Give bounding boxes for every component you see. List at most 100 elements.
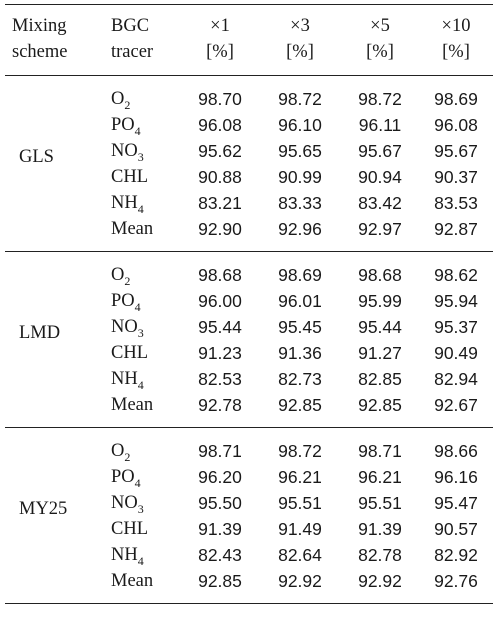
value-cell: 83.42 bbox=[358, 193, 402, 213]
scheme-group: GLS O2 98.70 98.72 98.72 98.69 PO4 96.08 96.10 96… bbox=[5, 76, 493, 251]
tracer-name: O2 bbox=[111, 86, 130, 113]
tracer-base: NH bbox=[111, 545, 138, 565]
tracer-name: CHL bbox=[111, 516, 148, 542]
value-cell: 95.62 bbox=[198, 141, 242, 161]
tracer-base: CHL bbox=[111, 519, 148, 539]
tracer-subscript: 4 bbox=[134, 124, 141, 138]
value-cell: 91.49 bbox=[278, 519, 322, 539]
value-cell: 98.71 bbox=[358, 441, 402, 461]
value-cell: 96.21 bbox=[278, 467, 322, 487]
table-row: CHL 91.39 91.49 91.39 90.57 bbox=[5, 516, 493, 542]
header-col-x5: ×5 [%] bbox=[342, 13, 418, 65]
value-cell: 92.76 bbox=[434, 571, 478, 591]
value-cell: 98.66 bbox=[434, 441, 478, 461]
tracer-base: PO bbox=[111, 467, 135, 487]
header-tracer-line2: tracer bbox=[111, 42, 154, 62]
value-cell: 95.51 bbox=[358, 493, 402, 513]
value-cell: 95.45 bbox=[278, 317, 322, 337]
table-row: PO4 96.00 96.01 95.99 95.94 bbox=[5, 288, 493, 314]
tracer-rows: O2 98.68 98.69 98.68 98.62 PO4 96.00 96.01 95.99… bbox=[5, 262, 493, 418]
value-cell: 92.67 bbox=[434, 395, 478, 415]
tracer-base: Mean bbox=[111, 571, 154, 591]
table-row: NH4 83.21 83.33 83.42 83.53 bbox=[5, 190, 493, 216]
value-cell: 82.53 bbox=[198, 369, 242, 389]
header-col-unit: [%] bbox=[442, 42, 470, 62]
value-cell: 90.99 bbox=[278, 167, 322, 187]
table-row: NO3 95.50 95.51 95.51 95.47 bbox=[5, 490, 493, 516]
value-cell: 98.71 bbox=[198, 441, 242, 461]
value-cell: 95.67 bbox=[434, 141, 478, 161]
tracer-rows: O2 98.70 98.72 98.72 98.69 PO4 96.08 96.10 96.11… bbox=[5, 86, 493, 242]
value-cell: 98.69 bbox=[278, 265, 322, 285]
tracer-name: CHL bbox=[111, 340, 148, 366]
tracer-base: NH bbox=[111, 193, 138, 213]
header-mixing-scheme: Mixing scheme bbox=[12, 13, 67, 65]
tracer-base: O bbox=[111, 265, 125, 285]
value-cell: 92.78 bbox=[198, 395, 242, 415]
tracer-name: Mean bbox=[111, 216, 153, 242]
tracer-subscript: 4 bbox=[137, 554, 144, 568]
header-col-unit: [%] bbox=[286, 42, 314, 62]
value-cell: 96.21 bbox=[358, 467, 402, 487]
value-cell: 92.90 bbox=[198, 219, 242, 239]
header-col-x1: ×1 [%] bbox=[182, 13, 258, 65]
header-col-label: ×3 bbox=[290, 16, 310, 36]
tracer-base: NO bbox=[111, 141, 138, 161]
header-tracer-line1: BGC bbox=[111, 16, 150, 36]
table-row: CHL 91.23 91.36 91.27 90.49 bbox=[5, 340, 493, 366]
tracer-name: NO3 bbox=[111, 138, 144, 165]
tracer-name: PO4 bbox=[111, 464, 141, 491]
value-cell: 92.85 bbox=[358, 395, 402, 415]
table-row: Mean 92.90 92.96 92.97 92.87 bbox=[5, 216, 493, 242]
table-row: NH4 82.43 82.64 82.78 82.92 bbox=[5, 542, 493, 568]
value-cell: 98.72 bbox=[278, 89, 322, 109]
value-cell: 95.47 bbox=[434, 493, 478, 513]
table-row: Mean 92.78 92.85 92.85 92.67 bbox=[5, 392, 493, 418]
tracer-base: NO bbox=[111, 493, 138, 513]
value-cell: 96.10 bbox=[278, 115, 322, 135]
value-cell: 90.57 bbox=[434, 519, 478, 539]
tracer-name: NH4 bbox=[111, 542, 144, 569]
value-cell: 92.87 bbox=[434, 219, 478, 239]
table-row: O2 98.71 98.72 98.71 98.66 bbox=[5, 438, 493, 464]
table-header: Mixing scheme BGC tracer ×1 [%] ×3 [%] ×… bbox=[5, 5, 493, 75]
value-cell: 83.33 bbox=[278, 193, 322, 213]
tracer-name: NO3 bbox=[111, 490, 144, 517]
tracer-subscript: 3 bbox=[137, 150, 144, 164]
value-cell: 91.27 bbox=[358, 343, 402, 363]
tracer-subscript: 3 bbox=[137, 502, 144, 516]
table-row: CHL 90.88 90.99 90.94 90.37 bbox=[5, 164, 493, 190]
tracer-base: CHL bbox=[111, 167, 148, 187]
header-rule bbox=[5, 75, 493, 76]
mixing-scheme-label: GLS bbox=[19, 147, 54, 167]
value-cell: 96.11 bbox=[358, 115, 402, 135]
value-cell: 82.92 bbox=[434, 545, 478, 565]
tracer-base: CHL bbox=[111, 343, 148, 363]
group-rule bbox=[5, 251, 493, 252]
header-scheme-line1: Mixing bbox=[12, 16, 67, 36]
header-col-x3: ×3 [%] bbox=[262, 13, 338, 65]
value-cell: 91.36 bbox=[278, 343, 322, 363]
tracer-base: Mean bbox=[111, 395, 154, 415]
tracer-base: PO bbox=[111, 291, 135, 311]
tracer-subscript: 2 bbox=[124, 450, 131, 464]
tracer-base: NH bbox=[111, 369, 138, 389]
value-cell: 95.44 bbox=[358, 317, 402, 337]
scheme-group: MY25 O2 98.71 98.72 98.71 98.66 PO4 96.20 96.21 9… bbox=[5, 428, 493, 603]
value-cell: 95.94 bbox=[434, 291, 478, 311]
tracer-subscript: 4 bbox=[134, 300, 141, 314]
value-cell: 95.50 bbox=[198, 493, 242, 513]
value-cell: 96.16 bbox=[434, 467, 478, 487]
value-cell: 98.72 bbox=[358, 89, 402, 109]
header-col-unit: [%] bbox=[366, 42, 394, 62]
value-cell: 90.94 bbox=[358, 167, 402, 187]
value-cell: 92.92 bbox=[358, 571, 402, 591]
header-scheme-line2: scheme bbox=[12, 42, 68, 62]
value-cell: 95.44 bbox=[198, 317, 242, 337]
value-cell: 98.68 bbox=[358, 265, 402, 285]
value-cell: 82.73 bbox=[278, 369, 322, 389]
value-cell: 92.97 bbox=[358, 219, 402, 239]
value-cell: 91.39 bbox=[198, 519, 242, 539]
table-row: PO4 96.20 96.21 96.21 96.16 bbox=[5, 464, 493, 490]
table-row: O2 98.68 98.69 98.68 98.62 bbox=[5, 262, 493, 288]
